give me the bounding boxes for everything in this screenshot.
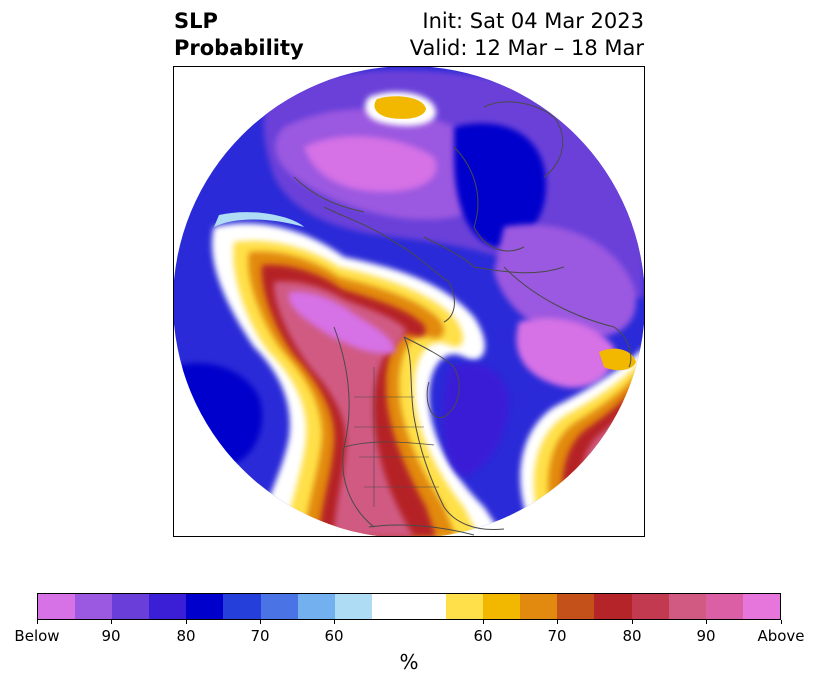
colorbar-segment: [186, 594, 224, 619]
colorbar-unit-label: %: [399, 650, 419, 674]
colorbar-segment: [668, 594, 706, 619]
colorbar-tick-label: 90: [696, 627, 716, 645]
colorbar-segment: [75, 594, 113, 619]
colorbar-segment: [705, 594, 743, 619]
title-line-slp: SLP: [174, 9, 218, 33]
colorbar-tick-mark: [706, 620, 707, 624]
colorbar-tick-label: 70: [250, 627, 270, 645]
field-asia-purple: [494, 224, 636, 338]
colorbar-tick-label: 90: [101, 627, 121, 645]
colorbar-segment: [446, 594, 484, 619]
field-warm-core: [288, 291, 396, 354]
chart-title: SLP Probability: [174, 8, 304, 62]
colorbar-segment: [149, 594, 187, 619]
probability-map: [173, 66, 645, 537]
coastline-europe: [423, 236, 565, 274]
coastline-asia: [503, 266, 632, 368]
colorbar-tick-mark: [37, 620, 38, 624]
colorbar-segment: [112, 594, 150, 619]
coastline-gulf-mexico: [368, 524, 475, 536]
colorbar-tick-label: 80: [622, 627, 642, 645]
valid-range-label: Valid: 12 Mar – 18 Mar: [409, 36, 644, 60]
colorbar-segment: [38, 594, 76, 619]
colorbar-tick-mark: [111, 620, 112, 624]
coastline-north-america-arctic: [323, 206, 455, 323]
colorbar-segment: [334, 594, 372, 619]
colorbar-tick-mark: [557, 620, 558, 624]
colorbar-segment: [297, 594, 335, 619]
colorbar-tick-mark: [334, 620, 335, 624]
colorbar-tick-mark: [483, 620, 484, 624]
coastline-scandinavia: [453, 146, 525, 252]
colorbar-tick-label: Below: [14, 627, 60, 645]
date-info: Init: Sat 04 Mar 2023 Valid: 12 Mar – 18…: [410, 8, 644, 62]
colorbar-segment: [223, 594, 261, 619]
colorbar-segment: [557, 594, 595, 619]
title-line-probability: Probability: [174, 36, 304, 60]
state-borders: [354, 367, 439, 507]
colorbar-tick-mark: [186, 620, 187, 624]
colorbar-tick-label: 60: [473, 627, 493, 645]
field-greenland-yellow: [374, 96, 426, 119]
coastlines: [293, 101, 632, 536]
border-us-canada: [343, 441, 435, 448]
colorbar: [37, 593, 781, 620]
field-light-band: [214, 212, 304, 227]
colorbar-segment: [742, 594, 780, 619]
colorbar-segment: [371, 594, 447, 619]
colorbar-tick-mark: [260, 620, 261, 624]
colorbar-segment: [520, 594, 558, 619]
field-russia-yellow: [599, 348, 636, 371]
coastline-north-america-east: [403, 336, 505, 531]
colorbar-tick-label: 80: [176, 627, 196, 645]
colorbar-tick-mark: [781, 620, 782, 624]
field-north-core: [304, 136, 437, 192]
coastline-hudson-bay: [403, 336, 460, 419]
colorbar-segment: [260, 594, 298, 619]
colorbar-segment: [631, 594, 669, 619]
init-date-label: Init: Sat 04 Mar 2023: [422, 9, 644, 33]
map-svg: [174, 67, 644, 536]
colorbar-segment: [483, 594, 521, 619]
colorbar-segment: [594, 594, 632, 619]
colorbar-tick-label: 70: [547, 627, 567, 645]
colorbar-tick-label: Above: [757, 627, 805, 645]
colorbar-tick-mark: [632, 620, 633, 624]
probability-field: [174, 67, 644, 536]
field-asia-core: [516, 318, 615, 388]
colorbar-tick-label: 60: [324, 627, 344, 645]
coastline-siberia: [293, 176, 365, 213]
coastline-greenland: [483, 101, 564, 178]
